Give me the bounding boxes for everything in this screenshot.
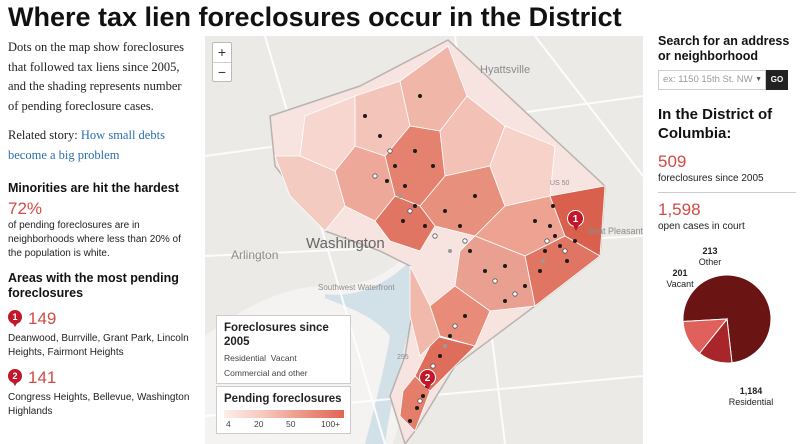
pie-label-vacant: 201 Vacant: [666, 268, 694, 289]
minorities-text: of pending foreclosures are in neighborh…: [8, 220, 181, 259]
legend-ticks: 4 20 50 100+: [224, 418, 344, 430]
map-canvas: [205, 36, 643, 444]
minorities-heading: Minorities are hit the hardest: [8, 181, 179, 195]
map-pin-2-icon[interactable]: 2: [419, 369, 436, 390]
minorities-value: 72%: [8, 199, 43, 218]
right-panel: Search for an address or neighborhood ex…: [658, 34, 796, 233]
search-bar: ex: 1150 15th St. NW ▼ GO: [658, 70, 796, 90]
vacant-dots: [372, 148, 568, 404]
legend-type-vacant: Vacant: [270, 353, 297, 363]
foreclosure-map[interactable]: + − Washington Arlington Hyattsville Sou…: [205, 36, 643, 444]
map-label-seat-pleasant: Seat Pleasant: [587, 226, 643, 236]
caret-down-icon: ▼: [755, 76, 762, 83]
foreclosures-text: foreclosures since 2005: [658, 173, 764, 184]
zoom-control: + −: [212, 42, 232, 82]
legend-type-residential: Residential: [224, 353, 267, 363]
area-item-1: 1 149 Deanwood, Burrville, Grant Park, L…: [8, 309, 193, 360]
legend-pending: Pending foreclosures 4 20 50 100+: [216, 386, 351, 434]
pie-label-residential: 1,184 Residential: [729, 386, 774, 407]
area-1-count: 149: [28, 309, 57, 328]
cases-text: open cases in court: [658, 221, 745, 232]
legend-tick: 20: [254, 419, 264, 429]
legend-gradient: [224, 410, 344, 418]
residential-dots: [363, 94, 577, 423]
commercial-dots: [398, 194, 545, 348]
map-label-295: 295: [397, 354, 409, 361]
district-heading: In the District of Columbia:: [658, 106, 773, 142]
pin-1-icon: 1: [8, 310, 22, 327]
legend-foreclosures: Foreclosures since 2005 Residential Vaca…: [216, 315, 351, 384]
intro-text: Dots on the map show foreclosures that f…: [8, 40, 185, 113]
cases-value: 1,598: [658, 200, 701, 219]
left-panel: Dots on the map show foreclosures that f…: [8, 38, 193, 419]
areas-section: Areas with the most pending foreclosures…: [8, 271, 193, 419]
map-label-us50: US 50: [550, 180, 570, 187]
foreclosures-value: 509: [658, 152, 687, 171]
page-title: Where tax lien foreclosures occur in the…: [8, 2, 622, 32]
map-label-southwest: Southwest Waterfront: [318, 283, 395, 292]
area-item-2: 2 141 Congress Heights, Bellevue, Washin…: [8, 368, 193, 419]
legend-foreclosures-title: Foreclosures since 2005: [224, 322, 329, 348]
search-placeholder: ex: 1150 15th St. NW: [663, 74, 753, 85]
related-label: Related story:: [8, 128, 78, 142]
divider: [658, 192, 796, 193]
legend-tick: 4: [226, 419, 231, 429]
area-2-names: Congress Heights, Bellevue, Washington H…: [8, 392, 190, 417]
legend-tick: 100+: [321, 419, 341, 429]
map-label-arlington: Arlington: [231, 248, 279, 262]
zoom-in-button[interactable]: +: [217, 44, 227, 60]
area-2-count: 141: [28, 368, 57, 387]
search-input[interactable]: ex: 1150 15th St. NW ▼: [658, 70, 766, 90]
areas-heading: Areas with the most pending foreclosures: [8, 271, 179, 300]
map-label-hyattsville: Hyattsville: [480, 64, 531, 76]
legend-pending-title: Pending foreclosures: [224, 393, 342, 405]
legend-tick: 50: [286, 419, 296, 429]
map-pin-1-icon[interactable]: 1: [567, 210, 584, 231]
pin-2-icon: 2: [8, 369, 22, 386]
related-story-link[interactable]: How small debts become a big problem: [8, 128, 165, 162]
zoom-out-button[interactable]: −: [213, 62, 231, 81]
go-button[interactable]: GO: [766, 70, 788, 90]
legend-types-row: Residential Vacant: [224, 352, 343, 364]
map-label-washington: Washington: [306, 235, 385, 252]
legend-type-commercial: Commercial and other: [224, 368, 308, 378]
area-1-names: Deanwood, Burrville, Grant Park, Lincoln…: [8, 333, 189, 358]
related-story: Related story: How small debts become a …: [8, 126, 193, 165]
pie-slice-other: [682, 318, 729, 355]
pie-label-other: 213 Other: [699, 246, 722, 267]
minorities-section: Minorities are hit the hardest 72% of pe…: [8, 181, 193, 261]
search-heading: Search for an address or neighborhood: [658, 34, 790, 63]
